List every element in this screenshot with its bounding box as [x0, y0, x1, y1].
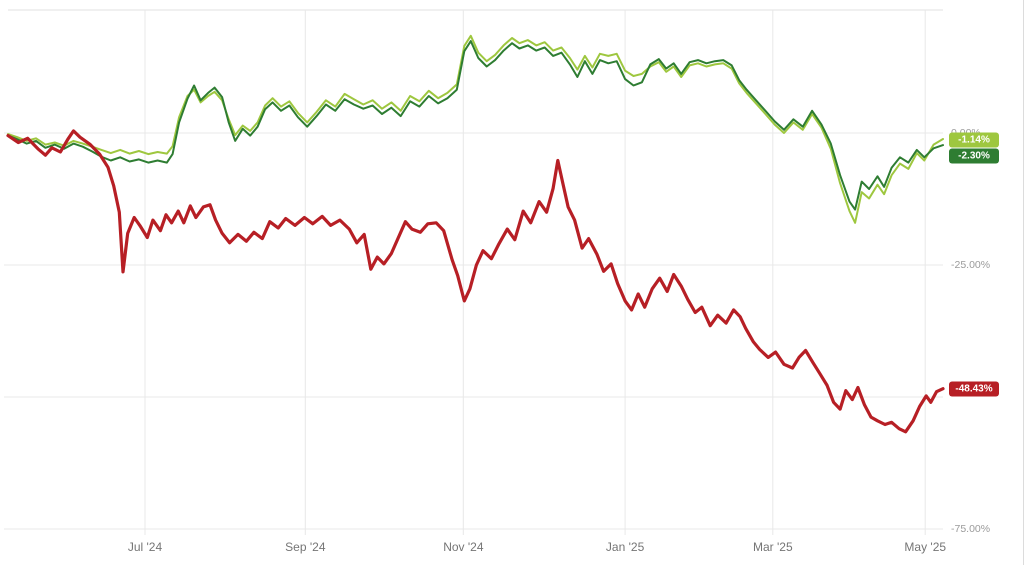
- gridlines: [4, 9, 943, 535]
- x-axis-tick: Nov '24: [443, 540, 484, 554]
- x-axis-tick: May '25: [904, 540, 947, 554]
- light-green-series-value-badge: -1.14%: [949, 132, 999, 148]
- x-axis-tick: Jan '25: [605, 540, 645, 554]
- x-axis-tick: Sep '24: [285, 540, 326, 554]
- y-axis-tick: -25.00%: [951, 259, 991, 271]
- red-series-line: [6, 129, 945, 434]
- red-series-value-badge: -48.43%: [949, 381, 999, 397]
- light-green-series-line: [7, 34, 944, 224]
- dark-green-series-value-badge: -2.30%: [949, 148, 999, 164]
- x-axis-tick: Mar '25: [753, 540, 793, 554]
- y-axis-tick: -75.00%: [951, 523, 991, 535]
- dark-green-series-line: [7, 40, 944, 211]
- x-axis-tick: Jul '24: [127, 540, 163, 554]
- series-lines: [6, 34, 945, 434]
